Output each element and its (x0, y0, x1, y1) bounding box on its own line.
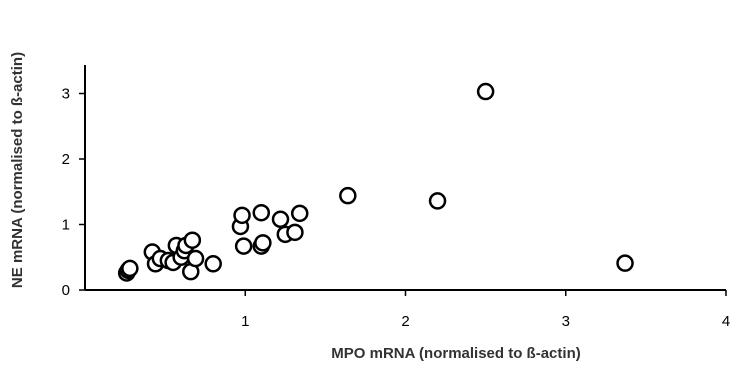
y-tick-label: 3 (62, 86, 70, 103)
y-tick-label: 1 (62, 217, 70, 234)
axis-tick-labels: 1 2 3 4 0 1 2 3 (62, 86, 731, 331)
data-point (254, 234, 272, 252)
data-point (286, 223, 304, 242)
data-point (252, 203, 271, 222)
y-tick-label: 2 (62, 151, 70, 168)
data-point (186, 249, 205, 268)
axis-ticks (79, 92, 727, 296)
data-point (233, 206, 251, 225)
y-axis-title: NE mRNA (normalised to ß-actin) (9, 52, 26, 288)
x-tick-label: 3 (562, 313, 570, 330)
data-point (271, 210, 290, 229)
data-point (428, 192, 447, 210)
y-tick-label: 0 (62, 282, 70, 299)
data-point (616, 254, 634, 272)
data-point (290, 204, 309, 223)
data-points (117, 82, 634, 282)
x-tick-label: 4 (722, 313, 730, 330)
x-tick-label: 2 (401, 313, 409, 330)
x-tick-label: 1 (241, 313, 249, 330)
x-axis-title: MPO mRNA (normalised to ß-actin) (331, 345, 580, 362)
data-point (234, 237, 253, 255)
data-point (339, 186, 357, 205)
data-point (183, 231, 202, 249)
data-point (121, 259, 139, 278)
data-point (204, 255, 222, 273)
data-point (476, 82, 495, 101)
